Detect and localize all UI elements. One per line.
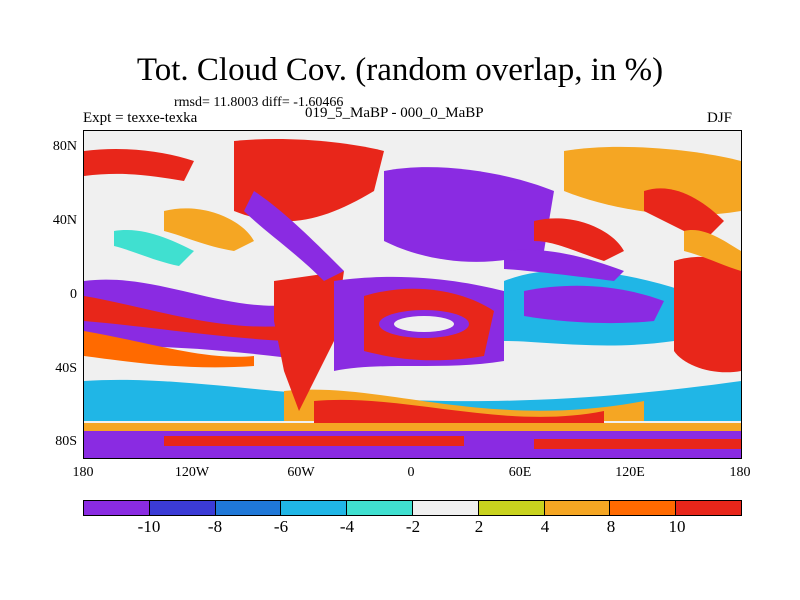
colorbar-swatch (281, 501, 348, 515)
lon-tick-60e: 60E (508, 465, 532, 480)
lat-tick-80n: 80N (52, 139, 77, 154)
lon-tick-60w: 60W (287, 465, 315, 480)
season-label: DJF (707, 110, 733, 126)
lon-tick-180e: 180 (729, 465, 751, 480)
lat-tick-0: 0 (70, 287, 77, 302)
lat-tick-40s: 40S (55, 361, 77, 376)
colorbar-label: 4 (540, 517, 550, 536)
colorbar-swatch (149, 501, 216, 515)
lon-tick-120e: 120E (615, 465, 645, 480)
lat-tick-80s: 80S (55, 434, 77, 449)
lon-tick-120w: 120W (174, 465, 210, 480)
colorbar-label: 2 (474, 517, 484, 536)
colorbar-swatch (215, 501, 282, 515)
colorbar-swatch (676, 501, 741, 515)
colorbar-label: -10 (137, 517, 161, 536)
comparison-label: 019_5_MaBP - 000_0_MaBP (305, 105, 484, 121)
colorbar-label: 10 (668, 517, 686, 536)
colorbar-swatch (544, 501, 611, 515)
colorbar (83, 500, 742, 516)
lat-tick-40n: 40N (52, 213, 77, 228)
colorbar-label: -2 (405, 517, 421, 536)
colorbar-swatch (84, 501, 150, 515)
colorbar-label: -6 (273, 517, 289, 536)
experiment-label: Expt = texxe-texka (83, 110, 198, 126)
colorbar-swatch (610, 501, 677, 515)
stats-label: rmsd= 11.8003 diff= -1.60466 (174, 95, 344, 110)
difference-map (83, 130, 742, 459)
colorbar-swatch (478, 501, 545, 515)
chart-title: Tot. Cloud Cov. (random overlap, in %) (136, 52, 664, 88)
map-field (84, 131, 741, 458)
colorbar-swatch (347, 501, 413, 515)
colorbar-label: 8 (606, 517, 616, 536)
lon-tick-180w: 180 (72, 465, 94, 480)
lon-tick-0: 0 (407, 465, 415, 480)
colorbar-label: -8 (207, 517, 223, 536)
colorbar-label: -4 (339, 517, 355, 536)
colorbar-swatch (412, 501, 479, 515)
